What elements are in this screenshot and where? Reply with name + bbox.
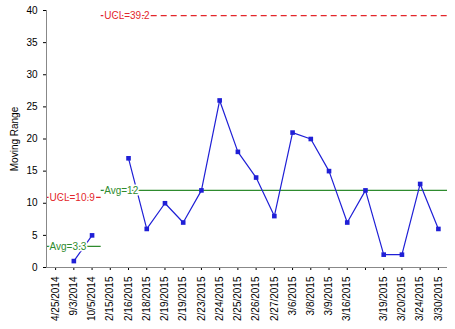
- svg-text:3/9/2015: 3/9/2015: [323, 276, 334, 315]
- svg-text:3/24/2015: 3/24/2015: [414, 276, 425, 321]
- svg-text:35: 35: [26, 37, 38, 48]
- svg-text:2/15/2015: 2/15/2015: [104, 276, 115, 321]
- svg-text:2/16/2015: 2/16/2015: [123, 276, 134, 321]
- svg-text:3/20/2015: 3/20/2015: [396, 276, 407, 321]
- svg-text:2/27/2015: 2/27/2015: [269, 276, 280, 321]
- svg-text:2/19/2015: 2/19/2015: [177, 276, 188, 321]
- svg-text:25: 25: [26, 101, 38, 112]
- svg-text:15: 15: [26, 165, 38, 176]
- svg-text:Avg=12: Avg=12: [104, 185, 138, 196]
- svg-text:10/5/2014: 10/5/2014: [86, 276, 97, 321]
- svg-text:2/25/2015: 2/25/2015: [232, 276, 243, 321]
- svg-text:UCL=10.9: UCL=10.9: [50, 192, 96, 203]
- svg-text:Moving Range: Moving Range: [9, 106, 20, 171]
- svg-text:4/25/2014: 4/25/2014: [50, 276, 61, 321]
- svg-text:3/19/2015: 3/19/2015: [378, 276, 389, 321]
- svg-text:2/24/2015: 2/24/2015: [214, 276, 225, 321]
- svg-text:3/30/2015: 3/30/2015: [433, 276, 444, 321]
- svg-text:0: 0: [32, 262, 38, 273]
- svg-text:2/26/2015: 2/26/2015: [250, 276, 261, 321]
- svg-text:3/6/2015: 3/6/2015: [287, 276, 298, 315]
- svg-text:2/19/2015: 2/19/2015: [159, 276, 170, 321]
- svg-text:2/18/2015: 2/18/2015: [141, 276, 152, 321]
- svg-text:2/23/2015: 2/23/2015: [196, 276, 207, 321]
- svg-text:UCL=39.2: UCL=39.2: [104, 10, 150, 21]
- svg-text:20: 20: [26, 133, 38, 144]
- svg-text:Avg=3.3: Avg=3.3: [50, 240, 87, 251]
- svg-text:10: 10: [26, 197, 38, 208]
- svg-text:9/3/2014: 9/3/2014: [68, 276, 79, 315]
- svg-text:3/16/2015: 3/16/2015: [341, 276, 352, 321]
- svg-text:30: 30: [26, 69, 38, 80]
- svg-text:40: 40: [26, 5, 38, 16]
- svg-text:3/8/2015: 3/8/2015: [305, 276, 316, 315]
- svg-text:5: 5: [32, 230, 38, 241]
